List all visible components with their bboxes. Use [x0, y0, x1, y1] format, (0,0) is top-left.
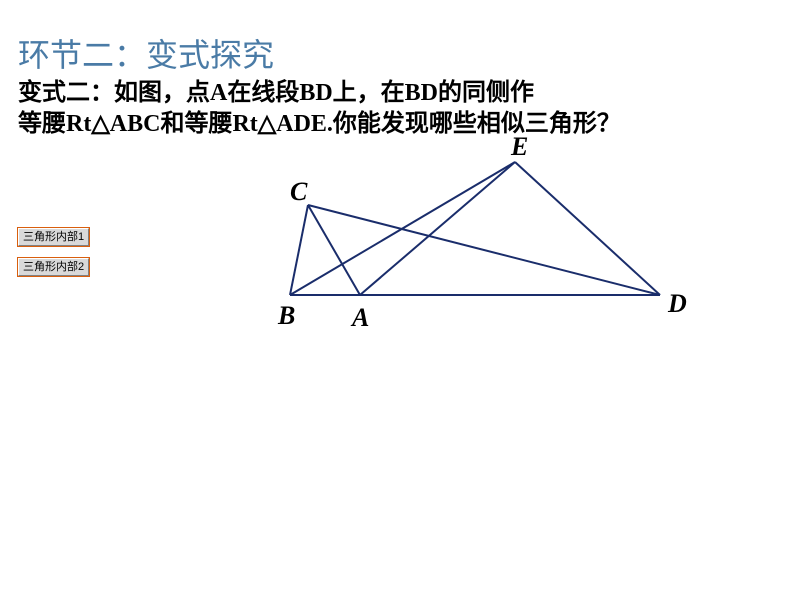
triangle-interior-1-button[interactable]: 三角形内部1: [18, 228, 89, 246]
problem-line1: 变式二：如图，点A在线段BD上，在BD的同侧作: [18, 80, 534, 106]
edge-A-C: [308, 205, 360, 295]
geometry-diagram: BACDE: [260, 150, 700, 330]
edge-A-E: [360, 162, 515, 295]
title-text: 环节二：变式探究: [18, 37, 274, 73]
btn2-label: 三角形内部2: [23, 261, 84, 273]
section-title: 环节二：变式探究: [18, 30, 274, 76]
edge-C-D: [308, 205, 660, 295]
vertex-label-A: A: [352, 303, 369, 333]
problem-text: 变式二：如图，点A在线段BD上，在BD的同侧作 等腰Rt△ABC和等腰Rt△AD…: [18, 78, 621, 140]
vertex-label-B: B: [278, 301, 295, 331]
edge-D-E: [515, 162, 660, 295]
problem-line2: 等腰Rt△ABC和等腰Rt△ADE.你能发现哪些相似三角形？: [18, 111, 621, 137]
edge-B-C: [290, 205, 308, 295]
btn1-label: 三角形内部1: [23, 231, 84, 243]
vertex-label-C: C: [290, 177, 307, 207]
diagram-svg: [260, 150, 700, 330]
vertex-label-E: E: [511, 132, 528, 162]
vertex-label-D: D: [668, 289, 687, 319]
triangle-interior-2-button[interactable]: 三角形内部2: [18, 258, 89, 276]
edge-B-E: [290, 162, 515, 295]
